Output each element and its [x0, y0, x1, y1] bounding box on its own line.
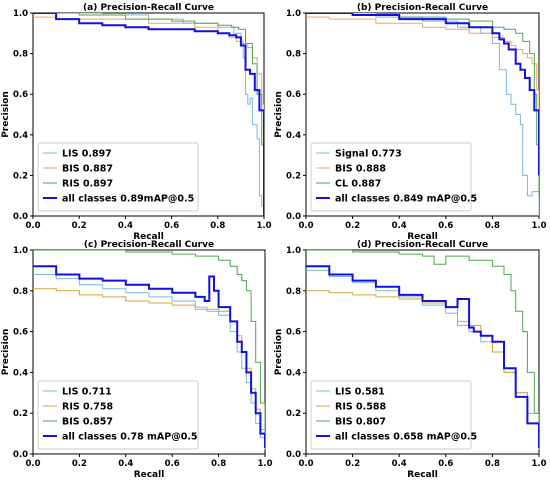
series-line-2 [33, 13, 264, 196]
x-tick-label: 1.0 [531, 221, 546, 231]
legend-box [37, 142, 199, 212]
legend-entry: RIS 0.897 [62, 179, 113, 190]
y-tick-label: 0.8 [13, 287, 28, 297]
series-line-2 [306, 250, 539, 444]
chart-panel-3: (d) Precision-Recall Curve 0.0 0.2 0.4 0.6 0.… [274, 240, 547, 480]
legend-entry: all classes 0.849 mAP@0.5 [335, 194, 477, 205]
y-tick-label: 0.8 [286, 50, 301, 60]
x-tick-label: 1.0 [257, 459, 272, 469]
y-tick-label: 0.6 [286, 328, 301, 338]
legend-entry: Signal 0.773 [335, 149, 402, 160]
series-line-0 [33, 13, 264, 216]
x-tick-label: 0.2 [72, 221, 87, 231]
x-tick-label: 0.8 [485, 459, 500, 469]
legend-entry: RIS 0.588 [335, 402, 386, 413]
x-tick-label: 0.0 [25, 459, 40, 469]
y-tick-label: 0.2 [286, 409, 301, 419]
y-tick-label: 1.0 [13, 246, 28, 256]
x-tick-label: 1.0 [256, 221, 271, 231]
series-line-2 [33, 250, 265, 444]
legend-box [37, 380, 199, 450]
chart-panel-0: (a) Precision-Recall Curve 0.0 0.2 0.4 0.6 0.… [1, 3, 272, 242]
y-tick-label: 0.6 [286, 90, 301, 100]
series-line-1 [33, 288, 265, 448]
x-tick-label: 0.4 [392, 459, 407, 469]
y-tick-label: 0.8 [286, 287, 301, 297]
y-axis-label: Precision [1, 91, 11, 138]
chart-panel-2: (c) Precision-Recall Curve 0.0 0.2 0.4 0.6 0.… [1, 240, 273, 480]
series-line-3 [306, 13, 539, 176]
chart-panel-1: (b) Precision-Recall Curve 0.0 0.2 0.4 0.6 0.… [274, 3, 547, 242]
y-tick-label: 0.2 [286, 171, 301, 181]
legend-entry: BIS 0.887 [62, 164, 113, 175]
y-tick-label: 0.6 [13, 90, 28, 100]
x-axis-label: Recall [407, 470, 438, 479]
x-tick-label: 0.8 [210, 221, 225, 231]
x-tick-label: 0.2 [72, 459, 87, 469]
x-tick-label: 1.0 [531, 459, 546, 469]
legend-entry: LIS 0.711 [62, 387, 112, 398]
y-tick-label: 0.4 [286, 368, 301, 378]
y-tick-label: 0.2 [13, 409, 28, 419]
legend-entry: BIS 0.888 [335, 164, 386, 175]
y-tick-label: 1.0 [286, 246, 301, 256]
legend-box [310, 380, 472, 450]
x-axis-label: Recall [133, 232, 164, 242]
y-tick-label: 0.4 [13, 368, 28, 378]
y-tick-label: 0.0 [286, 212, 301, 222]
legend-entry: CL 0.887 [335, 179, 381, 190]
y-tick-label: 0.0 [286, 450, 301, 460]
y-tick-label: 1.0 [286, 9, 301, 19]
legend-entry: RIS 0.758 [62, 402, 113, 413]
x-tick-label: 0.6 [164, 221, 179, 231]
x-tick-label: 0.6 [438, 221, 453, 231]
x-tick-label: 0.0 [298, 221, 313, 231]
y-axis-label: Precision [274, 91, 284, 138]
y-tick-label: 1.0 [13, 9, 28, 19]
series-line-3 [306, 265, 539, 448]
x-tick-label: 0.2 [345, 221, 360, 231]
legend-box [310, 142, 472, 212]
y-tick-label: 0.0 [13, 450, 28, 460]
legend-entry: LIS 0.897 [62, 149, 112, 160]
x-tick-label: 0.0 [298, 459, 313, 469]
y-tick-label: 0.4 [13, 131, 28, 141]
x-axis-label: Recall [134, 470, 165, 479]
y-axis-label: Precision [1, 329, 11, 376]
x-tick-label: 0.8 [211, 459, 226, 469]
legend-entry: all classes 0.78 mAP@0.5 [62, 432, 198, 443]
series-line-3 [33, 265, 265, 448]
chart-title: (d) Precision-Recall Curve [357, 240, 488, 250]
x-tick-label: 0.2 [345, 459, 360, 469]
chart-title: (b) Precision-Recall Curve [357, 3, 488, 13]
y-tick-label: 0.8 [13, 50, 28, 60]
x-tick-label: 0.4 [118, 459, 133, 469]
x-tick-label: 0.0 [25, 221, 40, 231]
x-tick-label: 0.6 [438, 459, 453, 469]
series-line-3 [33, 13, 264, 216]
legend-entry: BIS 0.807 [335, 417, 386, 428]
y-tick-label: 0.6 [13, 328, 28, 338]
x-tick-label: 0.6 [165, 459, 180, 469]
y-axis-label: Precision [274, 329, 284, 376]
legend-entry: BIS 0.857 [62, 417, 113, 428]
x-tick-label: 0.4 [392, 221, 407, 231]
legend-entry: all classes 0.89mAP@0.5 [62, 194, 194, 205]
x-axis-label: Recall [407, 232, 438, 242]
x-tick-label: 0.4 [118, 221, 133, 231]
y-tick-label: 0.2 [13, 171, 28, 181]
y-tick-label: 0.0 [13, 212, 28, 222]
legend-entry: LIS 0.581 [335, 387, 385, 398]
x-tick-label: 0.8 [485, 221, 500, 231]
chart-title: (a) Precision-Recall Curve [83, 3, 214, 13]
legend-entry: all classes 0.658 mAP@0.5 [335, 432, 477, 443]
y-tick-label: 0.4 [286, 131, 301, 141]
chart-title: (c) Precision-Recall Curve [84, 240, 214, 250]
